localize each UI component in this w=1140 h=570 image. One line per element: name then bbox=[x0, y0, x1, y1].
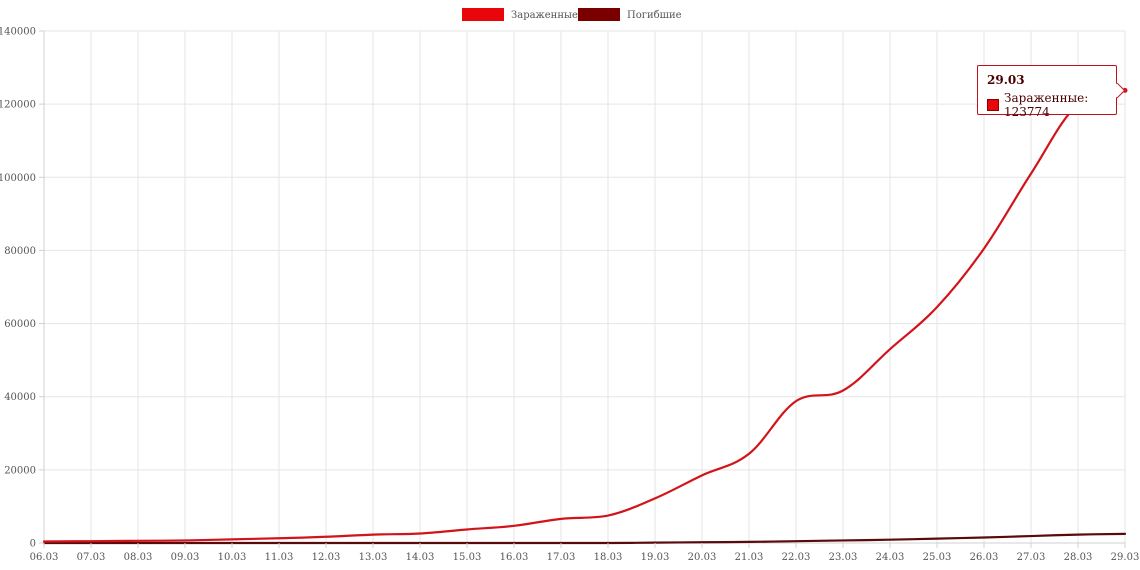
legend-swatch bbox=[462, 8, 504, 21]
x-tick-label: 24.03 bbox=[876, 552, 905, 563]
tooltip-row: Зараженные: 123774 bbox=[987, 91, 1107, 119]
x-tick-label: 10.03 bbox=[218, 552, 247, 563]
series-line-1 bbox=[42, 532, 1127, 545]
x-tick-label: 17.03 bbox=[547, 552, 576, 563]
series-line-0 bbox=[42, 89, 1127, 543]
x-tick-label: 07.03 bbox=[77, 552, 106, 563]
chart-grid bbox=[43, 30, 1126, 544]
legend-swatch bbox=[578, 8, 620, 21]
tooltip-swatch bbox=[987, 99, 999, 111]
legend-label: Зараженные bbox=[511, 10, 578, 21]
x-tick-label: 25.03 bbox=[923, 552, 952, 563]
chart-series-lines bbox=[42, 87, 1128, 545]
x-tick-label: 11.03 bbox=[265, 552, 294, 563]
y-tick-label: 80000 bbox=[4, 246, 36, 257]
x-tick-label: 13.03 bbox=[359, 552, 388, 563]
x-tick-label: 27.03 bbox=[1017, 552, 1046, 563]
y-tick-label: 40000 bbox=[4, 392, 36, 403]
chart-axes bbox=[43, 31, 1125, 544]
y-tick-label: 20000 bbox=[4, 465, 36, 476]
x-tick-label: 29.03 bbox=[1111, 552, 1140, 563]
y-tick-label: 60000 bbox=[4, 319, 36, 330]
x-tick-label: 22.03 bbox=[782, 552, 811, 563]
x-tick-label: 21.03 bbox=[735, 552, 764, 563]
y-tick-label: 100000 bbox=[0, 173, 36, 184]
x-tick-label: 14.03 bbox=[406, 552, 435, 563]
x-tick-label: 12.03 bbox=[312, 552, 341, 563]
x-tick-label: 18.03 bbox=[594, 552, 623, 563]
x-tick-label: 26.03 bbox=[970, 552, 999, 563]
tooltip-value: Зараженные: 123774 bbox=[1004, 91, 1089, 119]
tooltip-title: 29.03 bbox=[987, 73, 1025, 87]
legend-label: Погибшие bbox=[627, 10, 682, 21]
x-tick-label: 06.03 bbox=[30, 552, 59, 563]
y-tick-label: 140000 bbox=[0, 27, 36, 38]
x-tick-label: 19.03 bbox=[641, 552, 670, 563]
y-tick-label: 120000 bbox=[0, 100, 36, 111]
y-tick-label: 0 bbox=[30, 539, 36, 550]
y-axis-ticks: 0 20000 40000 60000 80000 100000 120000 140000 bbox=[0, 27, 44, 550]
chart-legend: Зараженные Погибшие bbox=[462, 8, 682, 21]
x-tick-label: 09.03 bbox=[171, 552, 200, 563]
x-tick-label: 20.03 bbox=[688, 552, 717, 563]
x-axis-ticks: 06.03 07.03 08.03 09.03 10.03 11.03 12.03 13.03… bbox=[30, 543, 1140, 563]
x-tick-label: 15.03 bbox=[453, 552, 482, 563]
chart-tooltip: 29.03 Зараженные: 123774 bbox=[977, 65, 1126, 119]
x-tick-label: 28.03 bbox=[1064, 552, 1093, 563]
x-tick-label: 23.03 bbox=[829, 552, 858, 563]
x-tick-label: 16.03 bbox=[500, 552, 529, 563]
x-tick-label: 08.03 bbox=[124, 552, 153, 563]
